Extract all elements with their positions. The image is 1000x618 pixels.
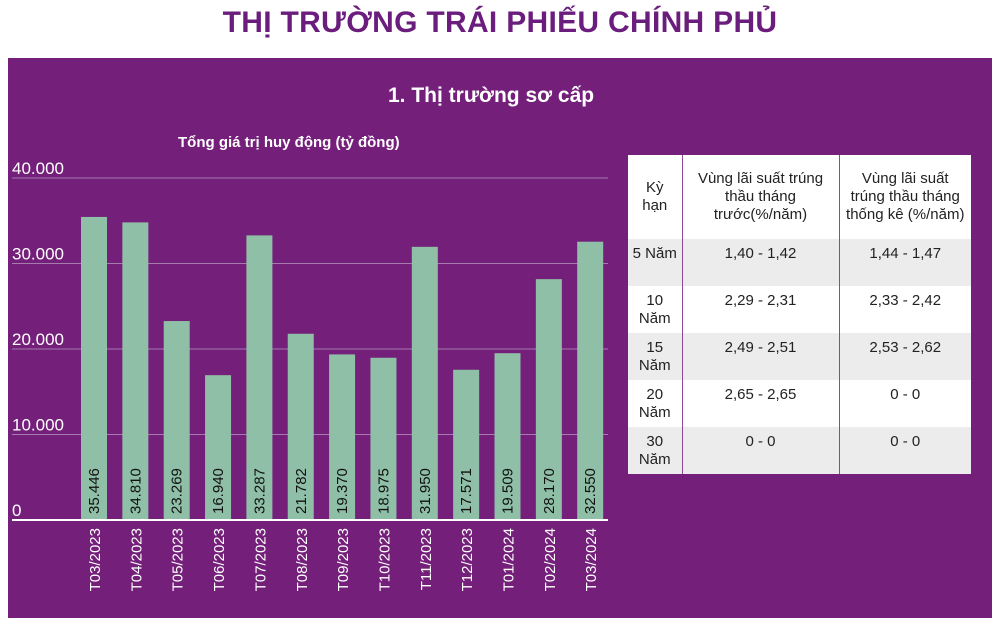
y-tick-label: 30.000 bbox=[12, 245, 64, 264]
x-tick-label: T06/2023 bbox=[211, 528, 228, 591]
bar bbox=[370, 357, 397, 520]
data-label: 35.446 bbox=[86, 468, 103, 514]
table-row: 20 Năm 2,65 - 2,65 0 - 0 bbox=[628, 380, 971, 427]
bar bbox=[329, 354, 356, 520]
x-tick-label: T12/2023 bbox=[459, 528, 476, 591]
x-tick-label: T09/2023 bbox=[335, 528, 352, 591]
y-tick-label: 40.000 bbox=[12, 159, 64, 178]
interest-rate-table: Kỳ hạn Vùng lãi suất trúng thầu tháng tr… bbox=[628, 155, 971, 474]
header-term: Kỳ hạn bbox=[628, 155, 683, 239]
data-label: 32.550 bbox=[582, 468, 599, 514]
term-cell: 10 Năm bbox=[628, 286, 683, 333]
prev-rate-cell: 2,65 - 2,65 bbox=[682, 380, 840, 427]
bar bbox=[163, 321, 190, 520]
x-tick-label: T02/2024 bbox=[542, 528, 559, 591]
bar bbox=[577, 241, 604, 520]
x-tick-label: T01/2024 bbox=[501, 528, 518, 591]
header-current-month-rate: Vùng lãi suất trúng thầu tháng thống kê … bbox=[839, 155, 971, 239]
prev-rate-cell: 0 - 0 bbox=[682, 427, 840, 474]
data-label: 18.975 bbox=[375, 468, 392, 514]
data-label: 19.370 bbox=[334, 468, 351, 514]
x-tick-label: T08/2023 bbox=[294, 528, 311, 591]
term-cell: 30 Năm bbox=[628, 427, 683, 474]
bar bbox=[453, 369, 480, 520]
data-label: 17.571 bbox=[458, 468, 475, 514]
bar bbox=[122, 222, 149, 520]
prev-rate-cell: 1,40 - 1,42 bbox=[682, 239, 840, 286]
term-cell: 20 Năm bbox=[628, 380, 683, 427]
x-tick-label: T07/2023 bbox=[252, 528, 269, 591]
page-title: THỊ TRƯỜNG TRÁI PHIẾU CHÍNH PHỦ bbox=[222, 6, 778, 39]
bar-chart: 0 10.000 20.000 30.000 40.000 35.446 T03/2023 3… bbox=[12, 159, 608, 591]
x-tick-label: T03/2023 bbox=[87, 528, 104, 591]
current-rate-cell: 2,53 - 2,62 bbox=[839, 333, 971, 380]
data-label: 31.950 bbox=[417, 468, 434, 514]
bar bbox=[411, 246, 438, 520]
table-row: 5 Năm 1,40 - 1,42 1,44 - 1,47 bbox=[628, 239, 971, 286]
x-tick-label: T03/2024 bbox=[583, 528, 600, 591]
x-tick-label: T11/2023 bbox=[418, 528, 435, 590]
bar bbox=[535, 279, 562, 520]
data-label: 19.509 bbox=[500, 468, 517, 514]
y-tick-label: 10.000 bbox=[12, 416, 64, 435]
table-row: 30 Năm 0 - 0 0 - 0 bbox=[628, 427, 971, 474]
bar bbox=[287, 333, 314, 520]
table-header-row: Kỳ hạn Vùng lãi suất trúng thầu tháng tr… bbox=[628, 155, 971, 239]
data-label: 16.940 bbox=[210, 468, 227, 514]
bar bbox=[494, 353, 521, 520]
current-rate-cell: 1,44 - 1,47 bbox=[839, 239, 971, 286]
prev-rate-cell: 2,29 - 2,31 bbox=[682, 286, 840, 333]
term-cell: 15 Năm bbox=[628, 333, 683, 380]
header-prev-month-rate: Vùng lãi suất trúng thầu tháng trước(%/n… bbox=[682, 155, 840, 239]
prev-rate-cell: 2,49 - 2,51 bbox=[682, 333, 840, 380]
data-label: 28.170 bbox=[541, 468, 558, 514]
data-label: 23.269 bbox=[169, 468, 186, 514]
bar bbox=[246, 235, 273, 520]
data-label: 21.782 bbox=[293, 468, 310, 514]
data-label: 34.810 bbox=[127, 468, 144, 514]
section-title: 1. Thị trường sơ cấp bbox=[388, 84, 595, 107]
bar bbox=[205, 375, 232, 520]
x-tick-label: T05/2023 bbox=[170, 528, 187, 591]
current-rate-cell: 2,33 - 2,42 bbox=[839, 286, 971, 333]
x-tick-label: T04/2023 bbox=[128, 528, 145, 591]
y-tick-label: 20.000 bbox=[12, 330, 64, 349]
x-tick-label: T10/2023 bbox=[376, 528, 393, 591]
current-rate-cell: 0 - 0 bbox=[839, 380, 971, 427]
bar bbox=[81, 216, 107, 520]
y-tick-label: 0 bbox=[12, 501, 21, 520]
chart-title: Tổng giá trị huy động (tỷ đồng) bbox=[178, 134, 400, 151]
data-label: 33.287 bbox=[251, 468, 268, 514]
table-row: 10 Năm 2,29 - 2,31 2,33 - 2,42 bbox=[628, 286, 971, 333]
table-row: 15 Năm 2,49 - 2,51 2,53 - 2,62 bbox=[628, 333, 971, 380]
current-rate-cell: 0 - 0 bbox=[839, 427, 971, 474]
term-cell: 5 Năm bbox=[628, 239, 683, 286]
